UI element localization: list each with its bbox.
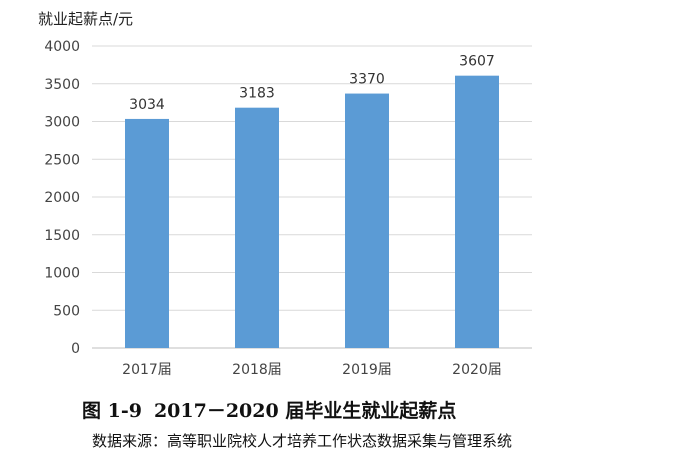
data-label: 3034 xyxy=(129,97,165,113)
y-tick-label: 3000 xyxy=(44,115,80,131)
y-axis-label: 就业起薪点/元 xyxy=(38,10,134,28)
bar xyxy=(455,75,499,348)
figure-number: 图 1-9 xyxy=(82,400,142,422)
data-label: 3183 xyxy=(239,86,275,102)
y-tick-label: 500 xyxy=(53,303,80,319)
data-label: 3607 xyxy=(459,54,495,70)
bar-chart: 0 500 1000 1500 2000 2500 3000 3500 4000 3034 2017… xyxy=(44,39,532,378)
figure-title: 2017－2020 届毕业生就业起薪点 xyxy=(153,400,457,422)
bar xyxy=(235,107,279,348)
bar xyxy=(345,93,389,348)
y-tick-label: 1000 xyxy=(44,266,80,282)
x-tick-label: 2020届 xyxy=(452,362,502,378)
x-tick-label: 2019届 xyxy=(342,362,392,378)
y-tick-label: 0 xyxy=(71,341,80,357)
data-source-note: 数据来源：高等职业院校人才培养工作状态数据采集与管理系统 xyxy=(92,432,513,450)
figure-caption: 图 1-9 2017－2020 届毕业生就业起薪点 xyxy=(82,396,456,423)
x-tick-label: 2017届 xyxy=(122,362,172,378)
y-tick-label: 3500 xyxy=(44,77,80,93)
data-label: 3370 xyxy=(349,72,385,88)
y-tick-label: 1500 xyxy=(44,228,80,244)
y-tick-label: 4000 xyxy=(44,39,80,55)
y-tick-label: 2500 xyxy=(44,152,80,168)
y-tick-label: 2000 xyxy=(44,190,80,206)
x-tick-label: 2018届 xyxy=(232,362,282,378)
bar xyxy=(125,118,169,348)
